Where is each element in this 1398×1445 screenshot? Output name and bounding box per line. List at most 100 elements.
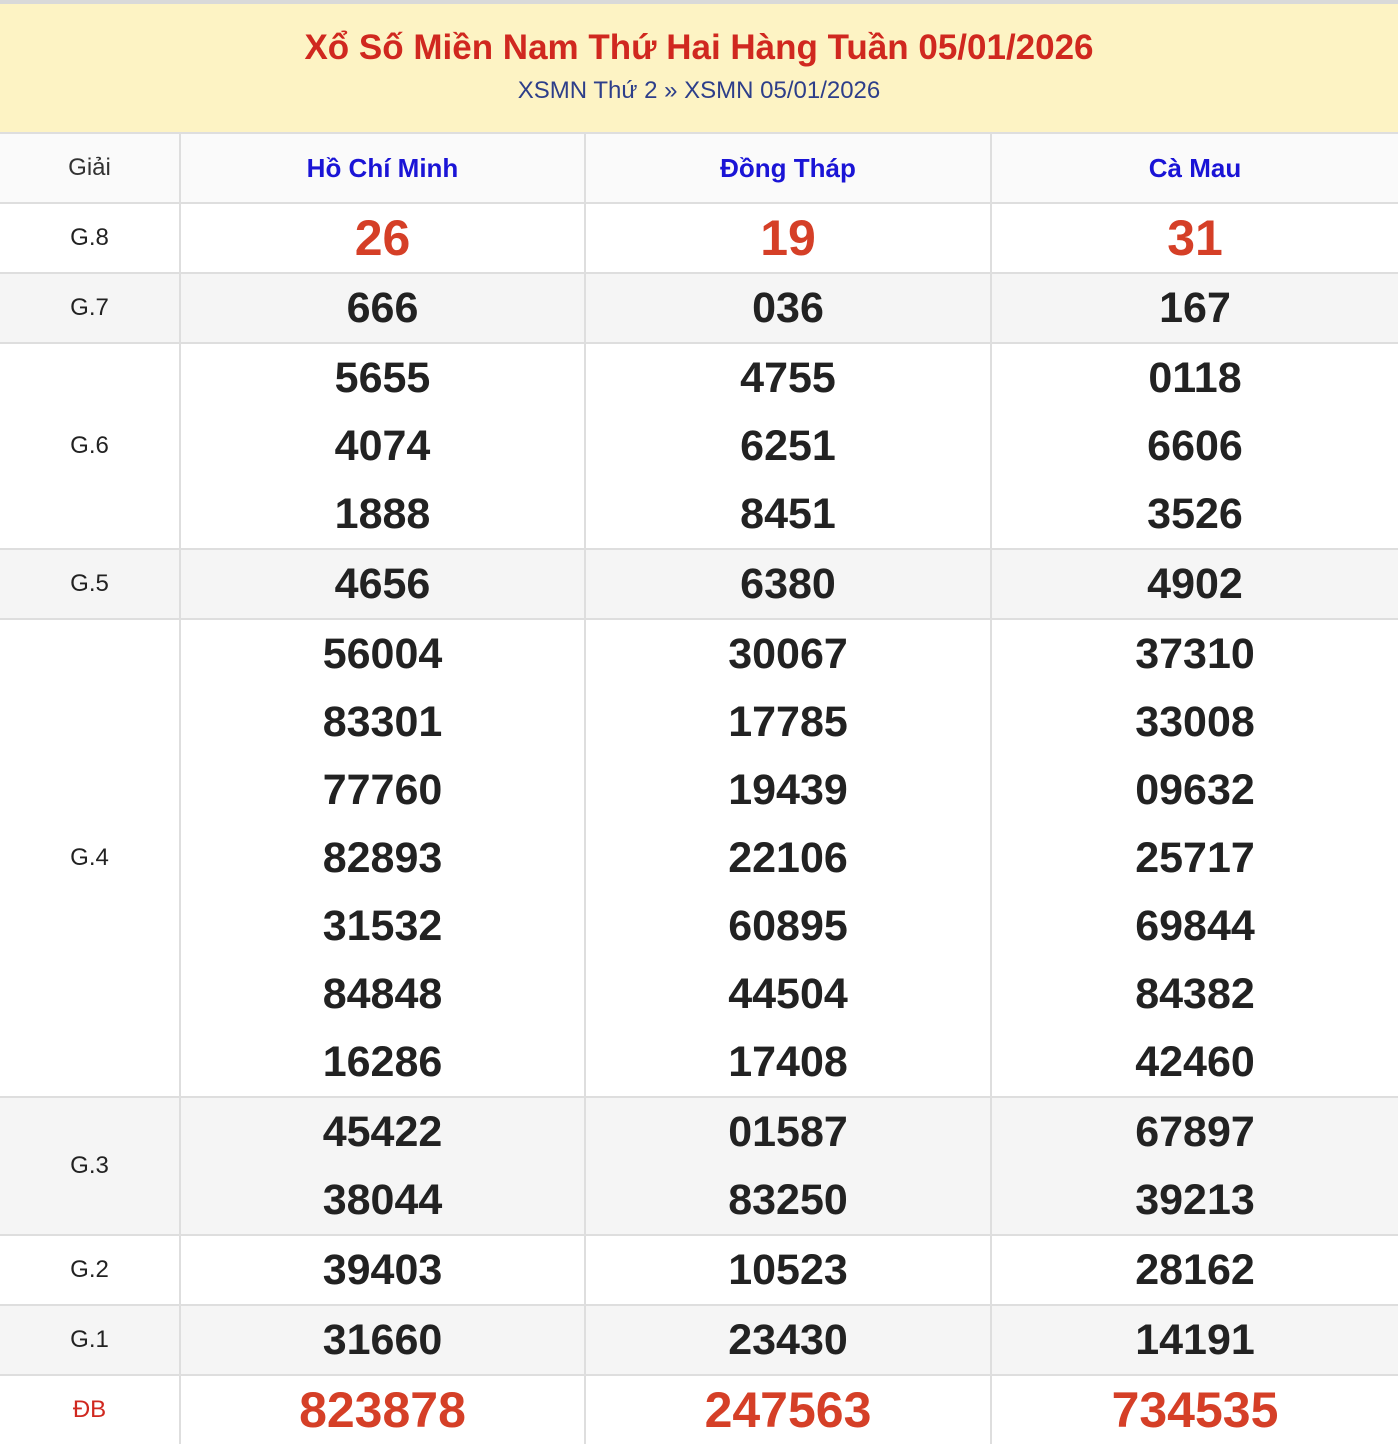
result-number: 25717 — [1135, 834, 1255, 882]
result-number: 28162 — [1135, 1246, 1255, 1294]
breadcrumb-link-xsmn-thu-2[interactable]: XSMN Thứ 2 — [517, 77, 658, 104]
result-number: 036 — [752, 284, 824, 332]
result-cell: 036 — [584, 272, 991, 343]
province-header-ho-chi-minh[interactable]: Hồ Chí Minh — [179, 132, 585, 203]
result-number: 23430 — [728, 1316, 848, 1364]
result-cell: 6380 — [584, 548, 991, 619]
prize-row: G.4 56004 83301 77760 82893 31532 84848 16286 30… — [0, 618, 1398, 1097]
result-number: 31660 — [322, 1316, 443, 1364]
result-number: 83301 — [322, 698, 443, 746]
result-number: 09632 — [1135, 766, 1255, 814]
breadcrumb: XSMN Thứ 2 » XSMN 05/01/2026 — [0, 76, 1398, 106]
prize-row: G.6 5655 4074 1888 4755 6251 8451 0118 6606 3526 — [0, 342, 1398, 549]
table-header-row: Giải Hồ Chí Minh Đồng Tháp Cà Mau — [0, 132, 1398, 203]
result-number: 38044 — [322, 1176, 443, 1224]
result-number: 26 — [354, 210, 411, 266]
prize-row: G.2 39403 10523 28162 — [0, 1234, 1398, 1305]
result-cell: 666 — [179, 272, 585, 343]
province-header-ca-mau[interactable]: Cà Mau — [990, 132, 1398, 203]
result-cell: 26 — [179, 202, 585, 273]
result-number: 39213 — [1135, 1176, 1255, 1224]
prize-column-header: Giải — [0, 132, 180, 203]
prize-label: G.4 — [0, 618, 180, 1097]
result-number: 16286 — [322, 1038, 443, 1086]
result-number: 31532 — [322, 902, 443, 950]
result-cell: 23430 — [584, 1304, 991, 1375]
prize-row: G.5 4656 6380 4902 — [0, 548, 1398, 619]
prize-row: G.8 26 19 31 — [0, 202, 1398, 273]
breadcrumb-separator: » — [664, 77, 678, 104]
result-cell: 14191 — [990, 1304, 1398, 1375]
result-number: 42460 — [1135, 1038, 1255, 1086]
page-header: Xổ Số Miền Nam Thứ Hai Hàng Tuần 05/01/2… — [0, 4, 1398, 132]
result-number: 17408 — [728, 1038, 848, 1086]
prize-label: G.5 — [0, 548, 180, 619]
prize-row: ĐB 823878 247563 734535 — [0, 1374, 1398, 1444]
result-cell: 37310 33008 09632 25717 69844 84382 42460 — [990, 618, 1398, 1097]
result-number: 30067 — [728, 630, 848, 678]
result-number: 84848 — [322, 970, 443, 1018]
result-number: 4755 — [740, 354, 836, 402]
prize-label: G.3 — [0, 1096, 180, 1235]
result-number: 19439 — [728, 766, 848, 814]
result-cell: 734535 — [990, 1374, 1398, 1444]
prize-label: G.7 — [0, 272, 180, 343]
result-number: 37310 — [1135, 630, 1255, 678]
result-number: 8451 — [740, 490, 836, 538]
result-number: 4074 — [334, 422, 431, 470]
result-cell: 247563 — [584, 1374, 991, 1444]
result-number: 56004 — [322, 630, 443, 678]
result-cell: 10523 — [584, 1234, 991, 1305]
result-number: 44504 — [728, 970, 848, 1018]
result-cell: 19 — [584, 202, 991, 273]
result-number: 01587 — [728, 1108, 848, 1156]
result-number: 69844 — [1135, 902, 1255, 950]
result-cell: 31 — [990, 202, 1398, 273]
result-number: 31 — [1167, 210, 1223, 266]
result-number: 0118 — [1148, 354, 1242, 402]
result-cell: 4902 — [990, 548, 1398, 619]
result-cell: 01587 83250 — [584, 1096, 991, 1235]
result-cell: 4755 6251 8451 — [584, 342, 991, 549]
result-cell: 0118 6606 3526 — [990, 342, 1398, 549]
result-number: 734535 — [1111, 1382, 1279, 1438]
result-cell: 39403 — [179, 1234, 585, 1305]
result-number: 83250 — [728, 1176, 848, 1224]
result-number: 14191 — [1135, 1316, 1255, 1364]
result-number: 4902 — [1147, 560, 1243, 608]
top-border — [0, 0, 1398, 4]
prize-row: G.1 31660 23430 14191 — [0, 1304, 1398, 1375]
prize-row: G.7 666 036 167 — [0, 272, 1398, 343]
result-number: 77760 — [322, 766, 443, 814]
result-number: 22106 — [728, 834, 848, 882]
result-cell: 5655 4074 1888 — [179, 342, 585, 549]
result-cell: 4656 — [179, 548, 585, 619]
results-table: Giải Hồ Chí Minh Đồng Tháp Cà Mau G.8 26 1… — [0, 132, 1398, 1444]
result-number: 4656 — [334, 560, 431, 608]
prize-label: G.2 — [0, 1234, 180, 1305]
result-number: 10523 — [728, 1246, 848, 1294]
result-number: 6380 — [740, 560, 836, 608]
result-number: 6606 — [1147, 422, 1243, 470]
result-cell: 67897 39213 — [990, 1096, 1398, 1235]
result-number: 5655 — [334, 354, 431, 402]
result-number: 823878 — [299, 1382, 466, 1438]
prize-label: ĐB — [0, 1374, 180, 1444]
prize-row: G.3 45422 38044 01587 83250 67897 39213 — [0, 1096, 1398, 1235]
prize-label: G.6 — [0, 342, 180, 549]
result-number: 67897 — [1135, 1108, 1255, 1156]
result-cell: 167 — [990, 272, 1398, 343]
result-number: 33008 — [1135, 698, 1255, 746]
result-number: 167 — [1159, 284, 1231, 332]
result-number: 82893 — [322, 834, 443, 882]
result-number: 60895 — [728, 902, 848, 950]
province-header-dong-thap[interactable]: Đồng Tháp — [584, 132, 991, 203]
result-cell: 823878 — [179, 1374, 585, 1444]
breadcrumb-link-xsmn-date[interactable]: XSMN 05/01/2026 — [684, 77, 881, 104]
prize-label: G.8 — [0, 202, 180, 273]
result-cell: 28162 — [990, 1234, 1398, 1305]
page-title: Xổ Số Miền Nam Thứ Hai Hàng Tuần 05/01/2… — [304, 28, 1094, 67]
result-cell: 31660 — [179, 1304, 585, 1375]
result-number: 666 — [346, 284, 419, 332]
result-cell: 45422 38044 — [179, 1096, 585, 1235]
